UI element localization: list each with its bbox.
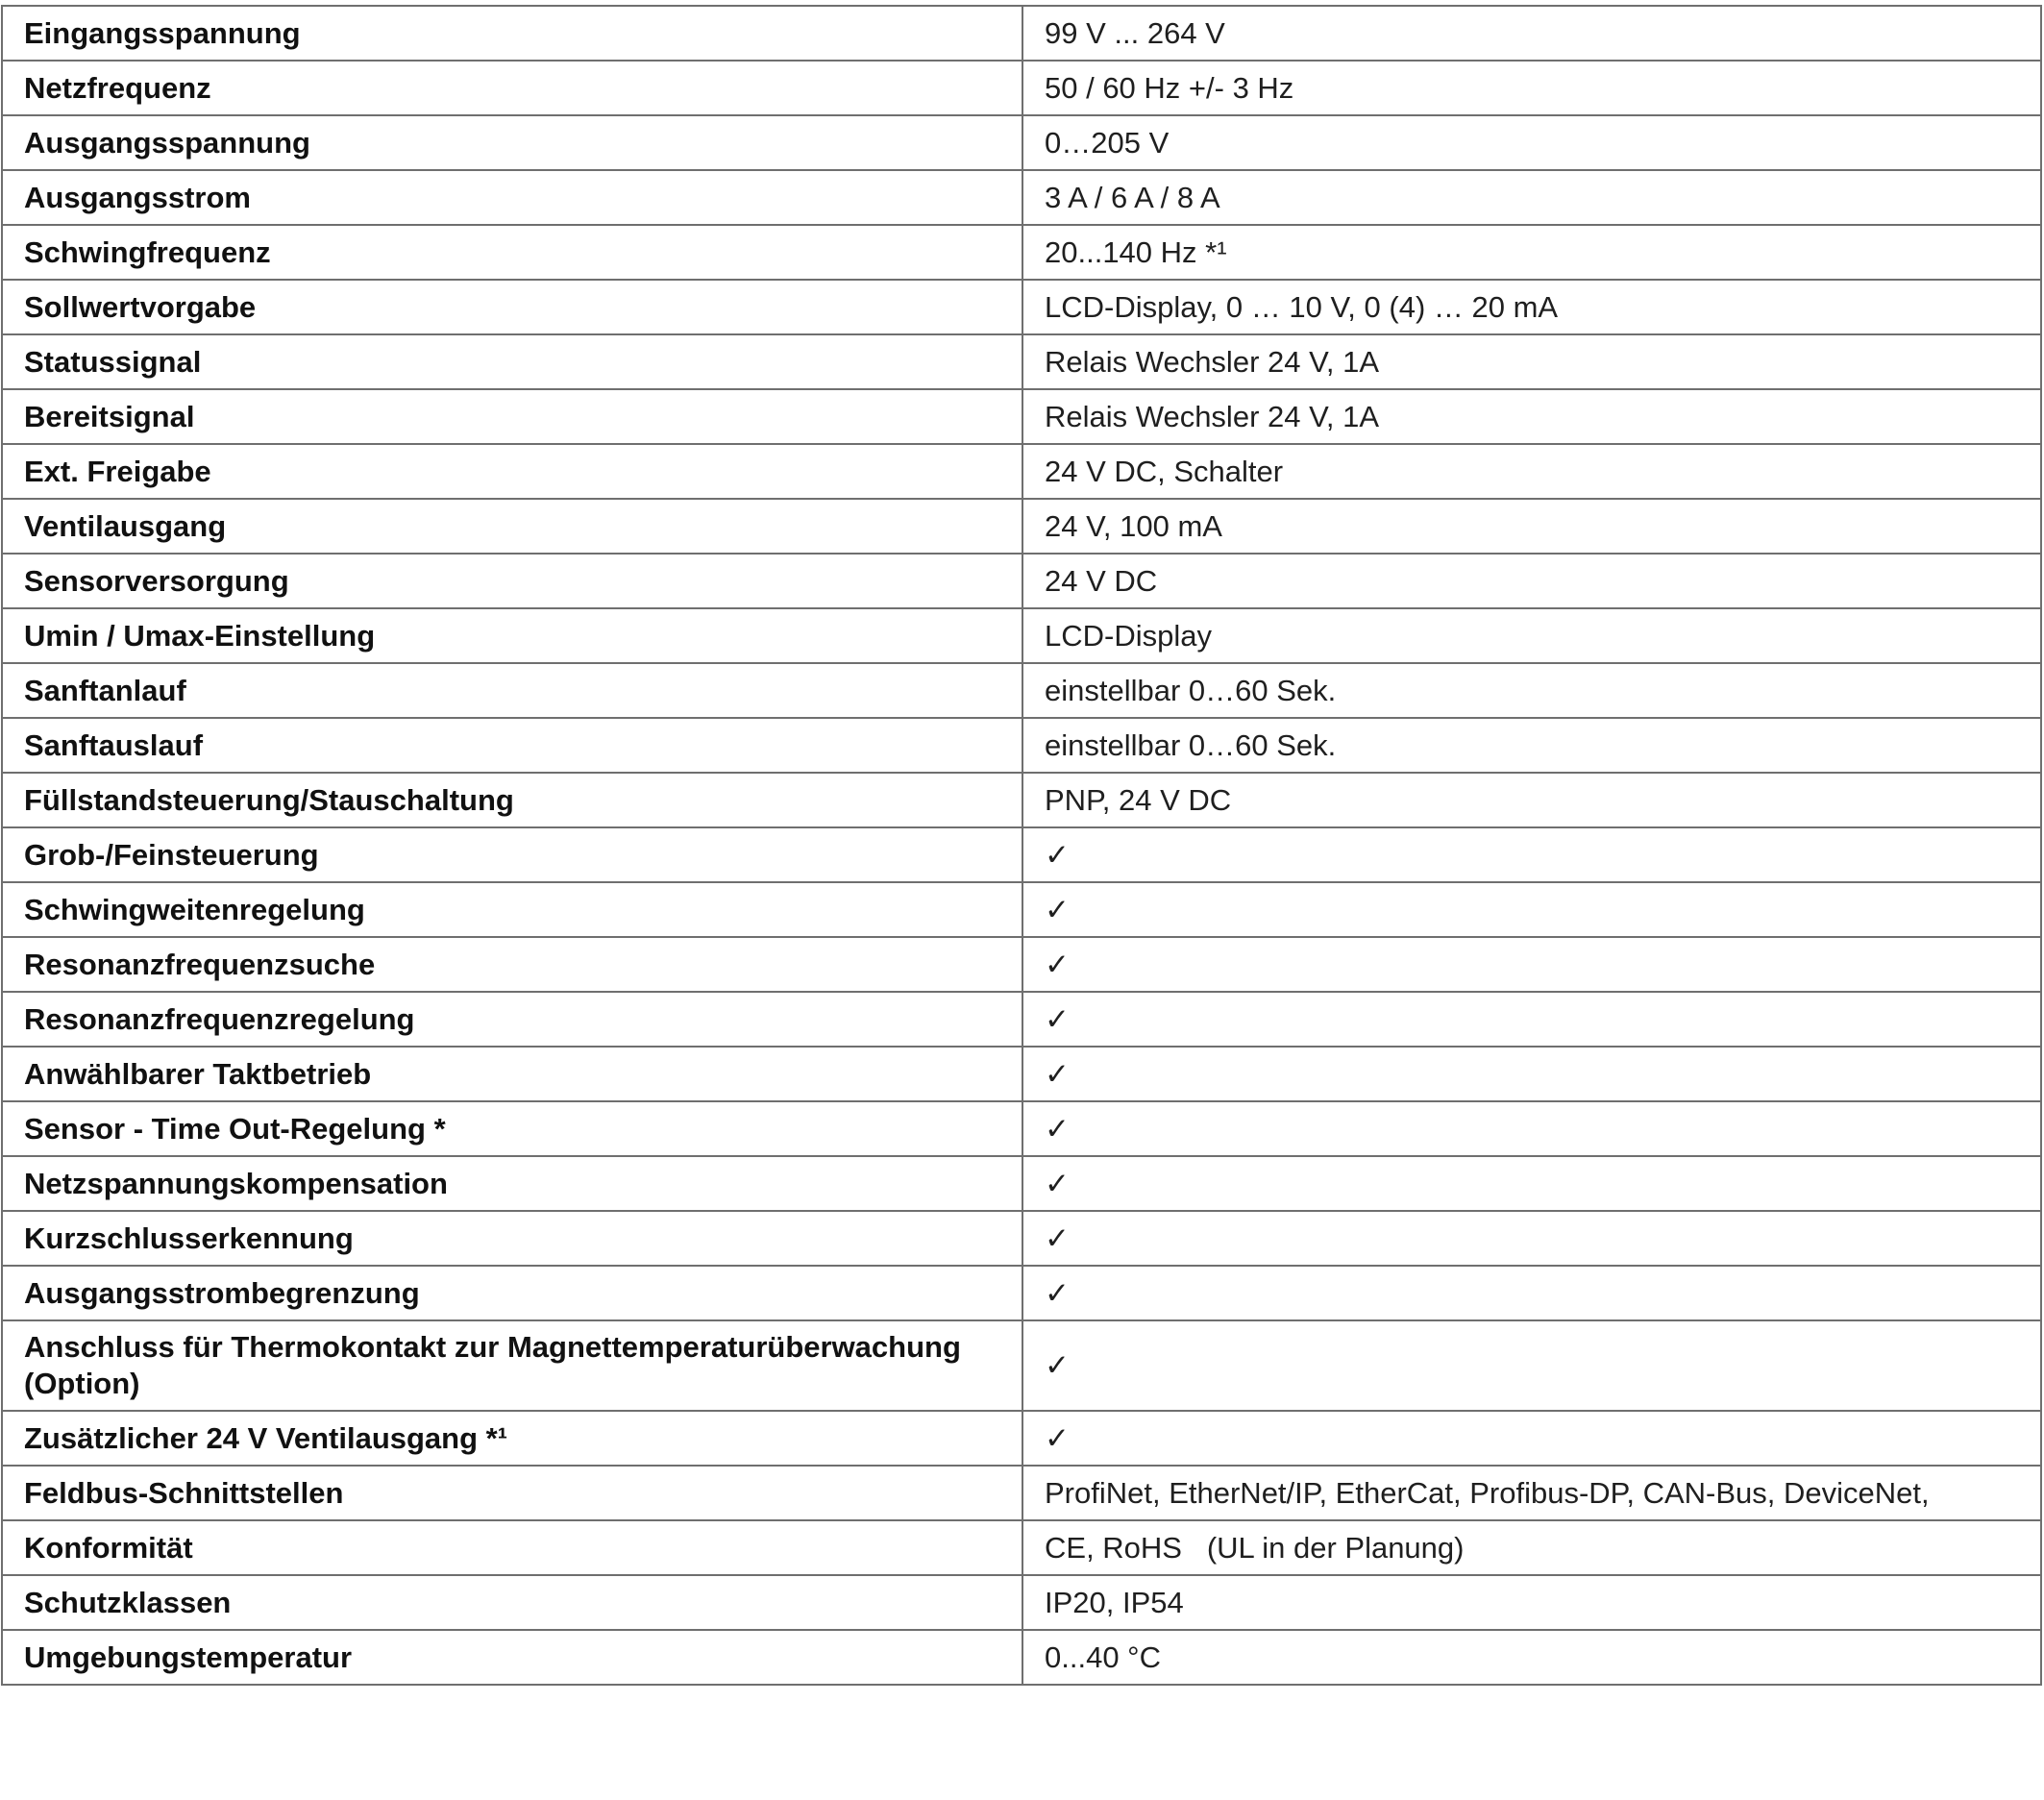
table-row: Umgebungstemperatur 0...40 °C <box>1 1629 2042 1686</box>
spec-value: 50 / 60 Hz +/- 3 Hz <box>1022 60 2042 116</box>
checkmark-icon: ✓ <box>1022 1210 2042 1267</box>
spec-value: PNP, 24 V DC <box>1022 772 2042 828</box>
table-row: Grob-/Feinsteuerung ✓ <box>1 826 2042 883</box>
table-row: Resonanzfrequenzregelung ✓ <box>1 991 2042 1048</box>
spec-label: Sensor - Time Out-Regelung * <box>1 1100 1023 1157</box>
table-row: Kurzschlusserkennung ✓ <box>1 1210 2042 1267</box>
table-row: Ausgangsstrom 3 A / 6 A / 8 A <box>1 169 2042 226</box>
table-row: Schwingfrequenz 20...140 Hz *¹ <box>1 224 2042 281</box>
table-row: Schwingweitenregelung ✓ <box>1 881 2042 938</box>
spec-label: Sanftauslauf <box>1 717 1023 774</box>
spec-label: Resonanzfrequenzregelung <box>1 991 1023 1048</box>
spec-value: LCD-Display, 0 … 10 V, 0 (4) … 20 mA <box>1022 279 2042 335</box>
spec-value: 24 V DC, Schalter <box>1022 443 2042 500</box>
spec-value: LCD-Display <box>1022 607 2042 664</box>
checkmark-icon: ✓ <box>1022 936 2042 993</box>
spec-label: Ausgangsspannung <box>1 114 1023 171</box>
table-row: Ext. Freigabe 24 V DC, Schalter <box>1 443 2042 500</box>
spec-value: 99 V ... 264 V <box>1022 5 2042 62</box>
checkmark-icon: ✓ <box>1022 991 2042 1048</box>
spec-label: Sanftanlauf <box>1 662 1023 719</box>
spec-label: Resonanzfrequenzsuche <box>1 936 1023 993</box>
spec-value: Relais Wechsler 24 V, 1A <box>1022 388 2042 445</box>
spec-value: einstellbar 0…60 Sek. <box>1022 717 2042 774</box>
spec-value: CE, RoHS (UL in der Planung) <box>1022 1519 2042 1576</box>
spec-label: Anwählbarer Taktbetrieb <box>1 1046 1023 1102</box>
checkmark-icon: ✓ <box>1022 1410 2042 1467</box>
table-row: Konformität CE, RoHS (UL in der Planung) <box>1 1519 2042 1576</box>
spec-label: Schwingfrequenz <box>1 224 1023 281</box>
table-row: Sanftauslauf einstellbar 0…60 Sek. <box>1 717 2042 774</box>
spec-label: Ausgangsstrombegrenzung <box>1 1265 1023 1321</box>
table-row: Anwählbarer Taktbetrieb ✓ <box>1 1046 2042 1102</box>
table-row: Schutzklassen IP20, IP54 <box>1 1574 2042 1631</box>
table-row: Statussignal Relais Wechsler 24 V, 1A <box>1 333 2042 390</box>
spec-label: Umgebungstemperatur <box>1 1629 1023 1686</box>
spec-label: Ausgangsstrom <box>1 169 1023 226</box>
spec-label: Feldbus-Schnittstellen <box>1 1465 1023 1521</box>
spec-label: Sollwertvorgabe <box>1 279 1023 335</box>
spec-label: Zusätzlicher 24 V Ventilausgang *¹ <box>1 1410 1023 1467</box>
table-row: Bereitsignal Relais Wechsler 24 V, 1A <box>1 388 2042 445</box>
table-row: Sensor - Time Out-Regelung * ✓ <box>1 1100 2042 1157</box>
spec-value: 3 A / 6 A / 8 A <box>1022 169 2042 226</box>
table-row: Ausgangsspannung 0…205 V <box>1 114 2042 171</box>
checkmark-icon: ✓ <box>1022 1319 2042 1412</box>
spec-label: Füllstandsteuerung/Stauschaltung <box>1 772 1023 828</box>
checkmark-icon: ✓ <box>1022 1265 2042 1321</box>
spec-label: Umin / Umax-Einstellung <box>1 607 1023 664</box>
checkmark-icon: ✓ <box>1022 881 2042 938</box>
spec-label: Eingangsspannung <box>1 5 1023 62</box>
table-row: Zusätzlicher 24 V Ventilausgang *¹ ✓ <box>1 1410 2042 1467</box>
checkmark-icon: ✓ <box>1022 1155 2042 1212</box>
spec-label: Netzspannungskompensation <box>1 1155 1023 1212</box>
checkmark-icon: ✓ <box>1022 1100 2042 1157</box>
spec-label: Sensorversorgung <box>1 553 1023 609</box>
spec-value: IP20, IP54 <box>1022 1574 2042 1631</box>
spec-label: Konformität <box>1 1519 1023 1576</box>
spec-value: Relais Wechsler 24 V, 1A <box>1022 333 2042 390</box>
table-row: Eingangsspannung 99 V ... 264 V <box>1 5 2042 62</box>
spec-label: Ext. Freigabe <box>1 443 1023 500</box>
table-row: Sollwertvorgabe LCD-Display, 0 … 10 V, 0 … <box>1 279 2042 335</box>
table-row: Sensorversorgung 24 V DC <box>1 553 2042 609</box>
table-row: Füllstandsteuerung/Stauschaltung PNP, 24 … <box>1 772 2042 828</box>
table-row: Ausgangsstrombegrenzung ✓ <box>1 1265 2042 1321</box>
spec-value: ProfiNet, EtherNet/IP, EtherCat, Profibu… <box>1022 1465 2042 1521</box>
spec-label: Kurzschlusserkennung <box>1 1210 1023 1267</box>
spec-label: Netzfrequenz <box>1 60 1023 116</box>
table-row: Feldbus-Schnittstellen ProfiNet, EtherNet… <box>1 1465 2042 1521</box>
table-row: Ventilausgang 24 V, 100 mA <box>1 498 2042 555</box>
spec-label: Statussignal <box>1 333 1023 390</box>
table-row: Resonanzfrequenzsuche ✓ <box>1 936 2042 993</box>
spec-value: 0...40 °C <box>1022 1629 2042 1686</box>
spec-value: 20...140 Hz *¹ <box>1022 224 2042 281</box>
table-row: Umin / Umax-Einstellung LCD-Display <box>1 607 2042 664</box>
table-row: Netzfrequenz 50 / 60 Hz +/- 3 Hz <box>1 60 2042 116</box>
checkmark-icon: ✓ <box>1022 1046 2042 1102</box>
checkmark-icon: ✓ <box>1022 826 2042 883</box>
spec-value: 0…205 V <box>1022 114 2042 171</box>
table-row: Netzspannungskompensation ✓ <box>1 1155 2042 1212</box>
spec-label: Anschluss für Thermokontakt zur Magnette… <box>1 1319 1023 1412</box>
spec-table: Eingangsspannung 99 V ... 264 V Netzfrequ… <box>1 5 2042 1686</box>
spec-label: Schutzklassen <box>1 1574 1023 1631</box>
spec-label: Ventilausgang <box>1 498 1023 555</box>
spec-value: 24 V, 100 mA <box>1022 498 2042 555</box>
table-row: Sanftanlauf einstellbar 0…60 Sek. <box>1 662 2042 719</box>
spec-label: Bereitsignal <box>1 388 1023 445</box>
spec-label: Schwingweitenregelung <box>1 881 1023 938</box>
table-row: Anschluss für Thermokontakt zur Magnette… <box>1 1319 2042 1412</box>
spec-label: Grob-/Feinsteuerung <box>1 826 1023 883</box>
spec-value: 24 V DC <box>1022 553 2042 609</box>
spec-value: einstellbar 0…60 Sek. <box>1022 662 2042 719</box>
